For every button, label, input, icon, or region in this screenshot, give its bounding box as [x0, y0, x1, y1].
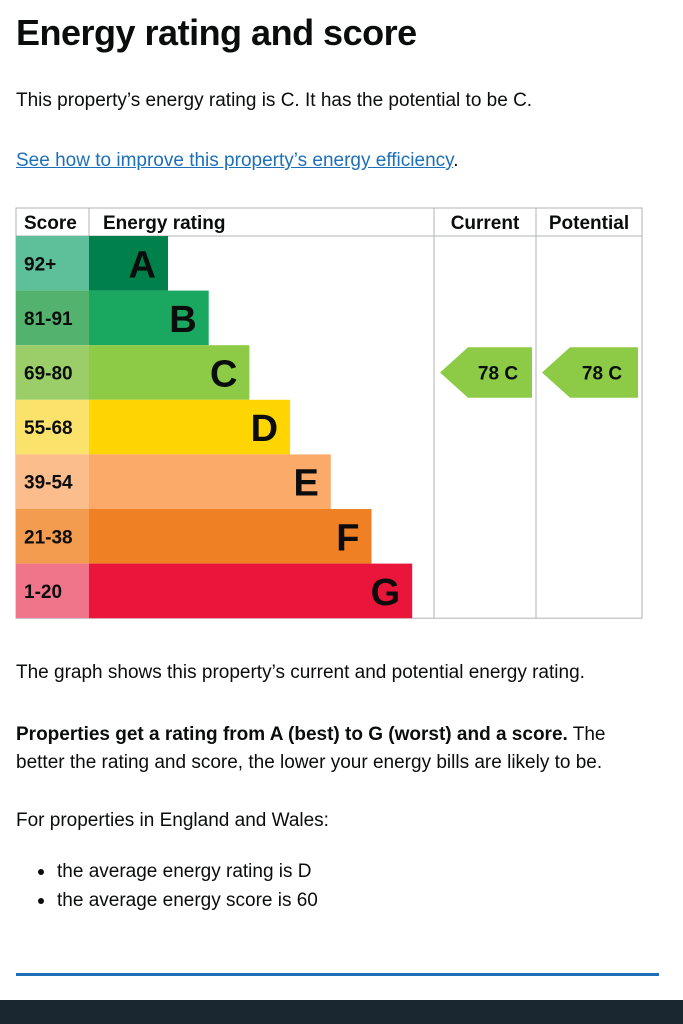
current-marker	[440, 347, 532, 398]
score-range-e: 39-54	[24, 473, 73, 494]
rating-bar-b	[89, 290, 209, 346]
rating-bar-c	[89, 345, 250, 400]
score-range-a: 92+	[24, 254, 56, 275]
score-cell-c	[16, 345, 89, 400]
rating-bar-a	[89, 236, 168, 291]
header-potential: Potential	[549, 213, 629, 234]
score-range-f: 21-38	[24, 527, 73, 548]
region-note: For properties in England and Wales:	[16, 810, 329, 831]
score-cell-b	[16, 290, 89, 346]
rating-letter-a: A	[129, 244, 156, 286]
score-range-g: 1-20	[24, 582, 62, 603]
rating-letter-g: G	[371, 572, 401, 614]
ratings-explanation: Properties get a rating from A (best) to…	[16, 721, 656, 777]
header-current: Current	[451, 213, 520, 234]
header-score: Score	[24, 213, 77, 234]
score-cell-d	[16, 399, 89, 455]
score-cell-f	[16, 509, 89, 564]
average-rating-item: the average energy rating is D	[38, 857, 318, 886]
rating-letter-f: F	[336, 517, 359, 559]
section-divider	[16, 973, 659, 976]
score-cell-g	[16, 563, 89, 619]
current-marker-label: 78 C	[478, 364, 518, 385]
header-energy-rating: Energy rating	[103, 213, 225, 234]
rating-letter-e: E	[293, 463, 318, 505]
score-range-d: 55-68	[24, 418, 73, 439]
ratings-explanation-bold: Properties get a rating from A (best) to…	[16, 724, 568, 745]
score-cell-e	[16, 454, 89, 509]
page-footer	[0, 1000, 683, 1024]
rating-letter-d: D	[251, 408, 278, 450]
potential-marker	[542, 347, 638, 398]
rating-letter-c: C	[210, 354, 237, 396]
averages-list: the average energy rating is D the avera…	[38, 857, 318, 915]
score-range-b: 81-91	[24, 309, 73, 330]
graph-note: The graph shows this property’s current …	[16, 662, 585, 683]
improve-link-suffix: .	[453, 150, 459, 171]
rating-bar-f	[89, 509, 372, 564]
energy-rating-chart: Score Energy rating Current Potential 92+ A 81…	[15, 207, 643, 619]
score-cell-a	[16, 236, 89, 291]
ratings-explanation-rest: The better the rating and score, the low…	[16, 724, 606, 773]
score-range-c: 69-80	[24, 364, 73, 385]
improve-efficiency-link[interactable]: See how to improve this property’s energ…	[16, 150, 454, 171]
page-title: Energy rating and score	[16, 12, 417, 53]
rating-letter-b: B	[169, 299, 196, 341]
rating-bar-e	[89, 454, 331, 509]
potential-marker-label: 78 C	[582, 364, 622, 385]
rating-bar-d	[89, 399, 291, 455]
rating-bar-g	[89, 563, 413, 619]
rating-summary: This property’s energy rating is C. It h…	[16, 90, 533, 111]
improve-link-line: See how to improve this property’s energ…	[16, 150, 459, 172]
average-score-item: the average energy score is 60	[38, 886, 318, 915]
